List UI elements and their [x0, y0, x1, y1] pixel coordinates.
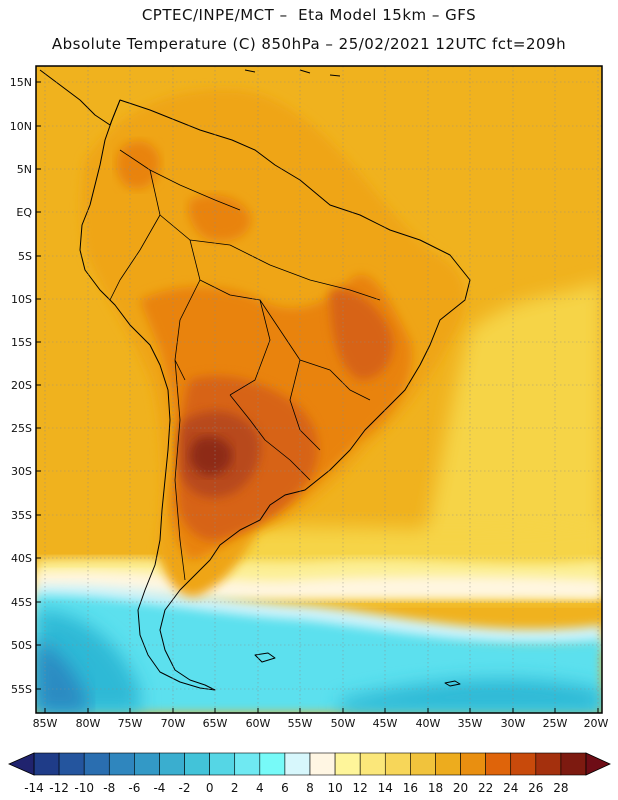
- colorbar-label: 16: [403, 781, 418, 795]
- colorbar-cell: [485, 752, 512, 776]
- colorbar-arrow-right: [585, 752, 611, 776]
- colorbar-cell: [58, 752, 85, 776]
- lat-label: 55S: [11, 683, 32, 696]
- lat-label: 15S: [11, 336, 32, 349]
- colorbar-label: 4: [256, 781, 264, 795]
- colorbar-label: 22: [478, 781, 493, 795]
- colorbar-cell: [334, 752, 361, 776]
- colorbar-cell: [259, 752, 286, 776]
- field-core-max: [189, 436, 233, 476]
- colorbar-cell: [535, 752, 562, 776]
- caribbean-islands: [244, 69, 341, 77]
- latitude-labels: 15N 10N 5N EQ 5S 10S 15S 20S 25S 30S 35S…: [10, 76, 33, 696]
- colorbar-cell: [560, 752, 587, 776]
- colorbar-cell: [460, 752, 486, 776]
- lat-label: 25S: [11, 422, 32, 435]
- colorbar-label: -14: [24, 781, 44, 795]
- axis-ticks: [36, 81, 599, 713]
- colorbar-label: 20: [453, 781, 468, 795]
- colorbar-cell: [284, 752, 311, 776]
- colorbar-cells: [33, 752, 587, 776]
- colorbar-label: -12: [49, 781, 69, 795]
- longitude-labels: 85W 80W 75W 70W 65W 60W 55W 50W 45W 40W …: [33, 717, 609, 730]
- lat-label: 50S: [11, 639, 32, 652]
- lat-label: EQ: [16, 206, 32, 219]
- field-north-hot-1: [116, 141, 160, 189]
- falkland-islands: [254, 652, 276, 663]
- colorbar-cell: [184, 752, 210, 776]
- south-georgia: [444, 680, 461, 687]
- lat-label: 5N: [17, 163, 32, 176]
- colorbar-cell: [33, 752, 60, 776]
- colorbar-label: -10: [74, 781, 94, 795]
- lon-label: 35W: [458, 717, 483, 730]
- lon-label: 25W: [543, 717, 568, 730]
- lat-label: 10S: [11, 293, 32, 306]
- temperature-field: [36, 66, 602, 713]
- lon-label: 45W: [373, 717, 398, 730]
- colorbar-label: 10: [327, 781, 342, 795]
- map-frame: [35, 65, 603, 714]
- lat-label: 30S: [11, 465, 32, 478]
- colorbar-cell: [234, 752, 261, 776]
- colorbar-label: 18: [428, 781, 443, 795]
- coastline-layer: [39, 69, 471, 691]
- colorbar-label: 28: [553, 781, 568, 795]
- map-title-line-1: CPTEC/INPE/MCT – Eta Model 15km – GFS: [141, 6, 477, 24]
- colorbar-cell: [410, 752, 436, 776]
- colorbar-cell: [159, 752, 185, 776]
- lon-label: 20W: [584, 717, 609, 730]
- lon-label: 75W: [118, 717, 143, 730]
- colorbar-label: 6: [281, 781, 289, 795]
- colorbar-cell: [134, 752, 160, 776]
- temperature-colorbar: -14 -12 -10 -8 -6 -4 -2 0 2 4 6 8 10 12 14 16 18 20 22 24 26…: [8, 752, 611, 795]
- lat-label: 45S: [11, 596, 32, 609]
- colorbar-cell: [359, 752, 386, 776]
- lon-label: 50W: [331, 717, 356, 730]
- colorbar-label: 2: [231, 781, 239, 795]
- lon-label: 60W: [246, 717, 271, 730]
- lat-label: 10N: [10, 120, 32, 133]
- colorbar-label: -4: [153, 781, 165, 795]
- colorbar-cell: [384, 752, 411, 776]
- colorbar-label: -6: [128, 781, 140, 795]
- temperature-map: 15N 10N 5N EQ 5S 10S 15S 20S 25S 30S 35S…: [10, 65, 609, 730]
- central-america-coastline: [39, 69, 121, 126]
- colorbar-cell: [309, 752, 336, 776]
- colorbar-arrow-left: [8, 752, 35, 776]
- colorbar-cell: [83, 752, 110, 776]
- colorbar-cell: [510, 752, 537, 776]
- lat-label: 20S: [11, 379, 32, 392]
- colorbar-label: 26: [528, 781, 543, 795]
- map-title-line-2: Absolute Temperature (C) 850hPa – 25/02/…: [51, 35, 567, 53]
- colorbar-label: -8: [103, 781, 115, 795]
- lon-label: 40W: [416, 717, 441, 730]
- lon-label: 70W: [161, 717, 186, 730]
- field-blue: [36, 640, 90, 713]
- colorbar-cell: [108, 752, 135, 776]
- colorbar-label: 24: [503, 781, 518, 795]
- field-cool-yellow-east: [420, 280, 602, 560]
- colorbar-cell: [209, 752, 236, 776]
- colorbar-label: 0: [206, 781, 214, 795]
- lat-label: 15N: [10, 76, 32, 89]
- field-teal: [36, 610, 602, 713]
- lon-label: 85W: [33, 717, 58, 730]
- colorbar-label: 14: [378, 781, 393, 795]
- lat-label: 40S: [11, 552, 32, 565]
- south-america-coastline: [79, 99, 471, 691]
- lon-label: 55W: [288, 717, 313, 730]
- field-north-hot-2: [188, 195, 251, 242]
- lat-label: 5S: [18, 250, 32, 263]
- colorbar-labels: -14 -12 -10 -8 -6 -4 -2 0 2 4 6 8 10 12 14 16 18 20 22 24 26…: [24, 781, 568, 795]
- colorbar-cell: [435, 752, 461, 776]
- colorbar-label: 12: [353, 781, 368, 795]
- colorbar-label: 8: [306, 781, 314, 795]
- lon-label: 30W: [501, 717, 526, 730]
- colorbar-label: -2: [179, 781, 191, 795]
- lon-label: 65W: [203, 717, 228, 730]
- country-borders: [109, 149, 381, 581]
- lat-label: 35S: [11, 509, 32, 522]
- lon-label: 80W: [76, 717, 101, 730]
